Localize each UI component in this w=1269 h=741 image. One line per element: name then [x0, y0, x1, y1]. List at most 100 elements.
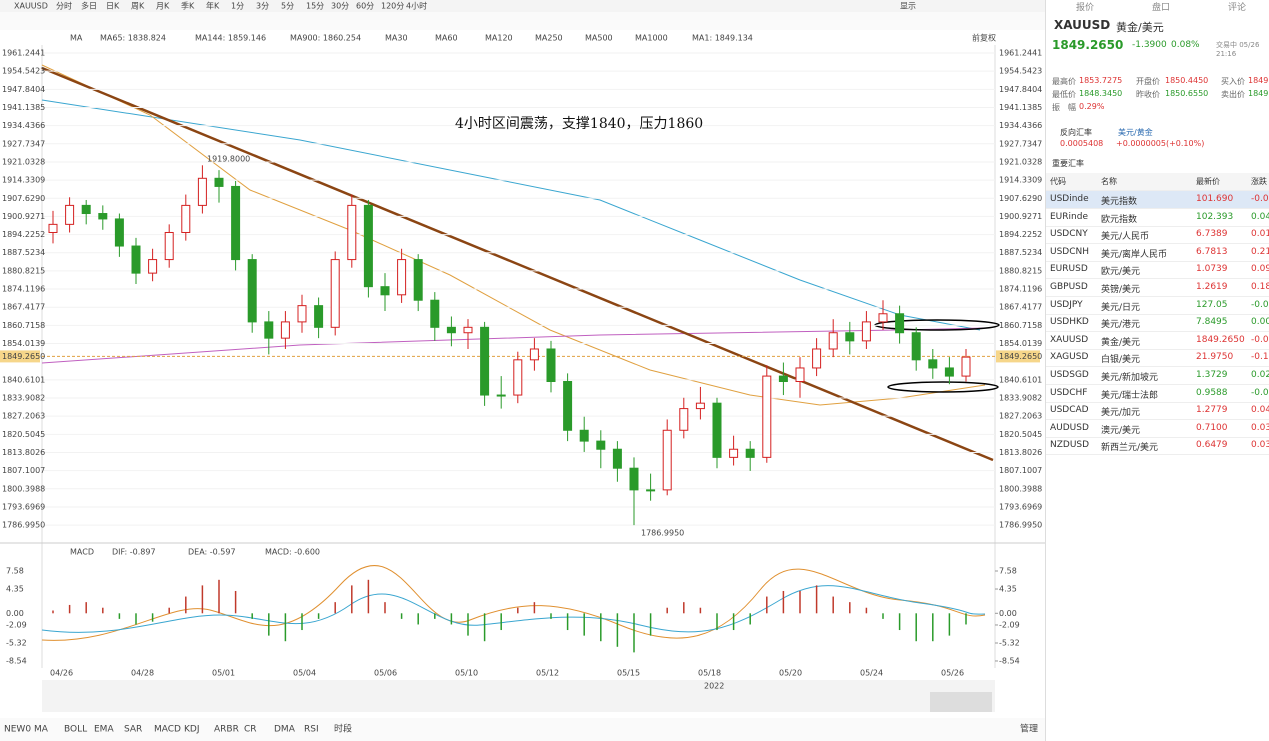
date-label: 04/26: [50, 669, 73, 678]
candle-body: [297, 305, 307, 323]
rate-row[interactable]: USDJPY 美元/日元 127.05 -0.07: [1046, 297, 1269, 315]
y-tick-label: 1867.4177: [999, 303, 1042, 312]
candle-body: [778, 375, 788, 383]
period-tab: 周K: [131, 2, 145, 11]
rate-row[interactable]: USDHKD 美元/港元 7.8495 0.00: [1046, 314, 1269, 333]
price: 0.6479: [1196, 440, 1228, 451]
column-header: 最新价: [1196, 177, 1220, 186]
rate-row[interactable]: USDCAD 美元/加元 1.2779 0.04: [1046, 402, 1269, 421]
code: XAGUSD: [1050, 352, 1089, 363]
change: 0.09: [1251, 264, 1269, 275]
price: 1.2779: [1196, 405, 1228, 416]
candle-body: [496, 394, 506, 397]
y-tick-label: 1907.6290: [999, 194, 1042, 203]
year-label: 2022: [704, 682, 724, 691]
candle-body: [961, 356, 971, 377]
indicator-tab[interactable]: MA: [34, 725, 49, 735]
name: 白银/美元: [1101, 355, 1141, 366]
macd-legend: DEA: -0.597: [188, 548, 236, 557]
indicator-tab[interactable]: RSI: [304, 725, 319, 735]
code: USDHKD: [1050, 317, 1089, 328]
indicator-tab[interactable]: BOLL: [64, 725, 87, 735]
candle-body: [729, 448, 739, 458]
indicator-tab[interactable]: MACD: [154, 725, 181, 735]
name: 新西兰元/美元: [1101, 443, 1159, 454]
candle-body: [463, 326, 473, 334]
macd-tick-label: -5.32: [6, 638, 27, 647]
rate-row[interactable]: AUDUSD 澳元/美元 0.7100 0.03: [1046, 420, 1269, 438]
last-price-label: 1849.2650: [999, 352, 1042, 361]
name: 美元/港元: [1101, 320, 1141, 331]
candle-body: [513, 359, 523, 396]
date-label: 05/15: [617, 669, 640, 678]
change: -0.07: [1251, 299, 1269, 310]
candle-body: [347, 204, 357, 261]
indicator-bar: [0, 718, 1045, 741]
indicator-tab[interactable]: CR: [244, 725, 257, 735]
quote-stat: 最高价: [1052, 77, 1076, 86]
ma900-line: [41, 327, 986, 364]
last-price-badge: [996, 350, 1040, 363]
rate-row[interactable]: EURUSD 欧元/美元 1.0739 0.09: [1046, 261, 1269, 280]
candle-body: [895, 313, 905, 334]
period-tab: 分时: [56, 1, 72, 11]
candle-body: [911, 332, 921, 361]
indicator-tab[interactable]: 时段: [334, 723, 352, 735]
rate-row[interactable]: XAUUSD 黄金/美元 1849.2650 -0.08: [1046, 332, 1269, 350]
price: 101.690: [1196, 194, 1234, 204]
indicator-tab[interactable]: DMA: [274, 725, 296, 735]
candle-body: [446, 326, 456, 334]
date-label: 05/24: [860, 669, 883, 678]
name: 欧元指数: [1101, 214, 1138, 225]
name: 美元/瑞士法郎: [1101, 390, 1159, 401]
macd-tick-label: 0.00: [999, 609, 1017, 618]
rate-row[interactable]: GBPUSD 英镑/美元 1.2619 0.18: [1046, 279, 1269, 297]
ma-legend: MA1000: [635, 34, 668, 43]
rate-row[interactable]: USDCHF 美元/瑞士法郎 0.9588 -0.09: [1046, 385, 1269, 403]
quote-stat: 1849.5: [1248, 89, 1269, 98]
trend-line: [41, 66, 994, 462]
rate-row[interactable]: EURinde 欧元指数 102.393 0.04: [1046, 209, 1269, 227]
quote-status: 交易中 05/26 21:16: [1216, 41, 1260, 58]
scrollbar[interactable]: [42, 680, 995, 712]
rate-row[interactable]: USDSGD 美元/新加坡元 1.3729 0.02: [1046, 367, 1269, 385]
y-tick-label: 1914.3309: [2, 176, 45, 185]
price: 102.393: [1196, 211, 1234, 222]
indicator-tab[interactable]: ARBR: [214, 725, 239, 735]
ma-legend: MA250: [535, 34, 563, 43]
y-tick-label: 1813.8026: [999, 448, 1042, 457]
y-tick-label: 1927.7347: [2, 139, 45, 148]
candle-body: [529, 348, 539, 361]
price: 1.0739: [1196, 264, 1228, 275]
table-header: 代码 名称 最新价 涨跌: [1046, 173, 1269, 191]
indicator-tab[interactable]: SAR: [124, 725, 142, 735]
ma-legend: MA: [70, 34, 83, 43]
rate-row[interactable]: NZDUSD 新西兰元/美元 0.6479 0.03: [1046, 437, 1269, 456]
indicator-tab[interactable]: EMA: [94, 725, 114, 735]
candle-body: [114, 218, 124, 247]
code: USDSGD: [1050, 370, 1089, 380]
rate-row[interactable]: USDinde 美元指数 101.690 -0.03: [1046, 191, 1269, 209]
candle-body: [480, 326, 490, 396]
y-tick-label: 1860.7158: [999, 321, 1042, 330]
change: -0.03: [1251, 194, 1269, 204]
column-header: 名称: [1101, 177, 1117, 186]
quote-stat: 1853.7275: [1079, 76, 1123, 85]
scroll-thumb[interactable]: [930, 692, 992, 712]
y-tick-label: 1874.1196: [999, 285, 1042, 294]
indicator-tab[interactable]: KDJ: [184, 725, 200, 735]
y-tick-label: 1807.1007: [999, 466, 1042, 475]
rate-row[interactable]: USDCNH 美元/离岸人民币 6.7813 0.21: [1046, 244, 1269, 262]
candle-body: [928, 359, 938, 369]
name: 英镑/美元: [1101, 285, 1141, 295]
rate-row[interactable]: XAGUSD 白银/美元 21.9750 -0.18: [1046, 349, 1269, 368]
indicator-tab[interactable]: NEW0: [4, 725, 31, 735]
rate-row[interactable]: USDCNY 美元/人民币 6.7389 0.01: [1046, 226, 1269, 245]
period-tab: 多日: [81, 1, 97, 11]
drawing-toolbar: [0, 12, 1045, 30]
candle-body: [181, 204, 191, 233]
y-tick-label: 1833.9082: [999, 394, 1042, 403]
macd-tick-label: -8.54: [999, 656, 1020, 665]
y-tick-label: 1961.2441: [999, 49, 1042, 58]
